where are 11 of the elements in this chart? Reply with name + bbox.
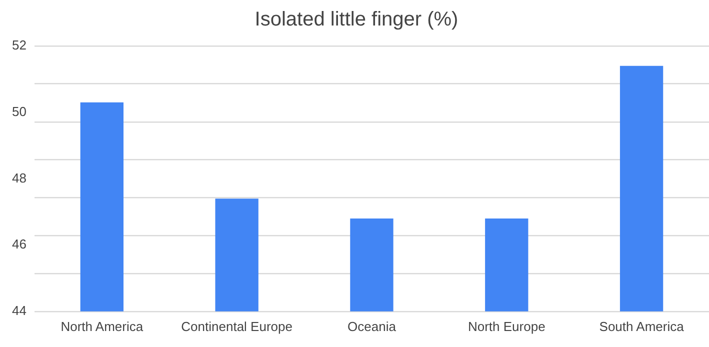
x-tick-label: South America <box>599 318 685 334</box>
y-tick-label: 52 <box>12 38 26 53</box>
x-tick-label: Oceania <box>348 318 397 334</box>
y-tick-label: 44 <box>12 302 26 318</box>
x-tick-label: North Europe <box>468 318 546 334</box>
x-tick-label: Continental Europe <box>181 318 292 334</box>
chart-title: Isolated little finger (%) <box>254 8 458 31</box>
y-tick-label: 50 <box>12 104 26 119</box>
x-tick-label: North America <box>60 318 144 334</box>
y-tick-label: 46 <box>12 236 26 252</box>
y-tick-label: 48 <box>12 170 26 186</box>
